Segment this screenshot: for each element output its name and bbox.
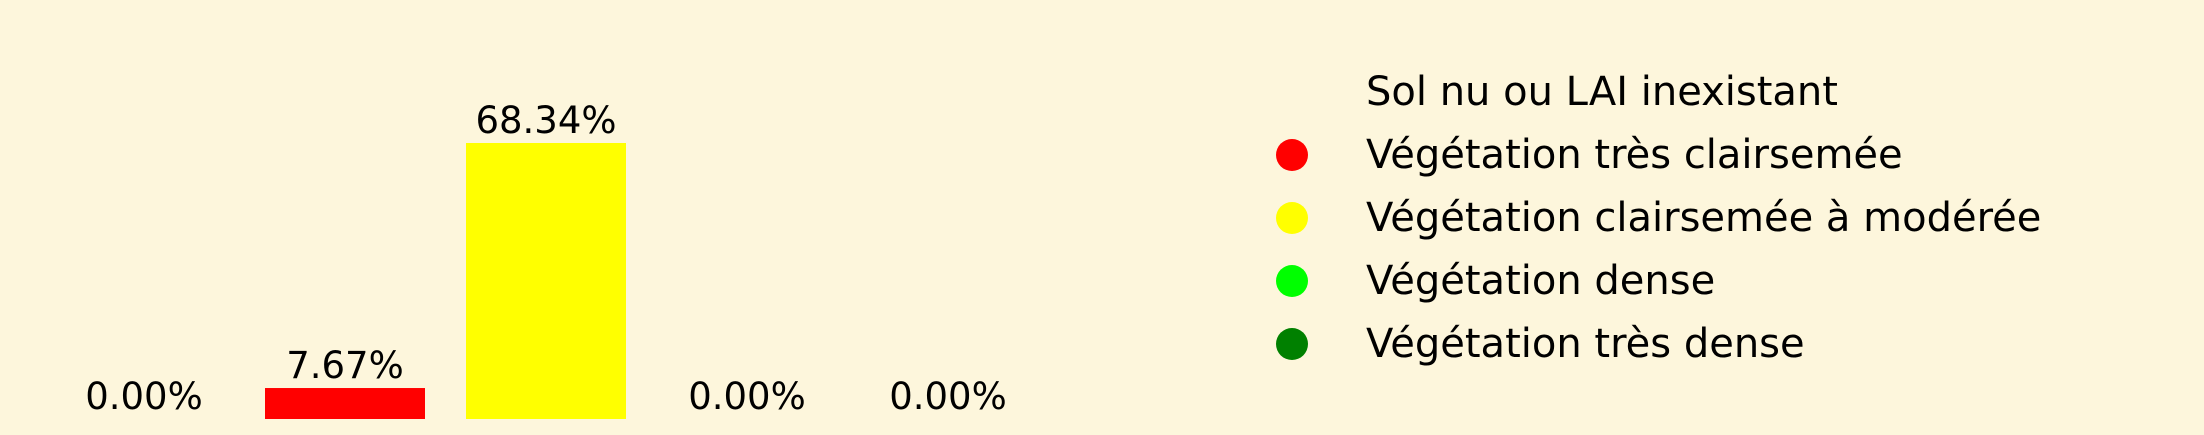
legend-label: Végétation clairsemée à modérée bbox=[1366, 194, 2042, 241]
legend-item: Végétation clairsemée à modérée bbox=[1250, 186, 2041, 249]
bar-value-label: 0.00% bbox=[889, 375, 1007, 418]
legend-marker-icon bbox=[1276, 264, 1308, 297]
legend-item: Sol nu ou LAI inexistant bbox=[1250, 60, 2041, 123]
legend-marker-icon bbox=[1276, 327, 1308, 360]
bar-value-label: 0.00% bbox=[688, 375, 806, 418]
bar-chart: 0.00% 7.67% 68.34% 0.00% 0.00% bbox=[85, 99, 1007, 419]
legend-label: Sol nu ou LAI inexistant bbox=[1366, 68, 1838, 115]
legend-marker-icon bbox=[1276, 138, 1308, 171]
legend-marker-icon bbox=[1276, 75, 1308, 108]
legend-label: Végétation dense bbox=[1366, 257, 1716, 304]
bar bbox=[466, 143, 626, 419]
legend-label: Végétation très clairsemée bbox=[1366, 131, 1903, 178]
bar-value-label: 0.00% bbox=[85, 375, 203, 418]
legend-item: Végétation dense bbox=[1250, 249, 2041, 312]
legend-item: Végétation très clairsemée bbox=[1250, 123, 2041, 186]
legend-label: Végétation très dense bbox=[1366, 320, 1805, 367]
legend-item: Végétation très dense bbox=[1250, 312, 2041, 375]
legend-marker-icon bbox=[1276, 201, 1308, 234]
legend: Sol nu ou LAI inexistant Végétation très… bbox=[1250, 60, 2041, 375]
bar-value-label: 7.67% bbox=[286, 344, 404, 387]
bar bbox=[265, 388, 425, 419]
bar-value-label: 68.34% bbox=[475, 99, 616, 142]
